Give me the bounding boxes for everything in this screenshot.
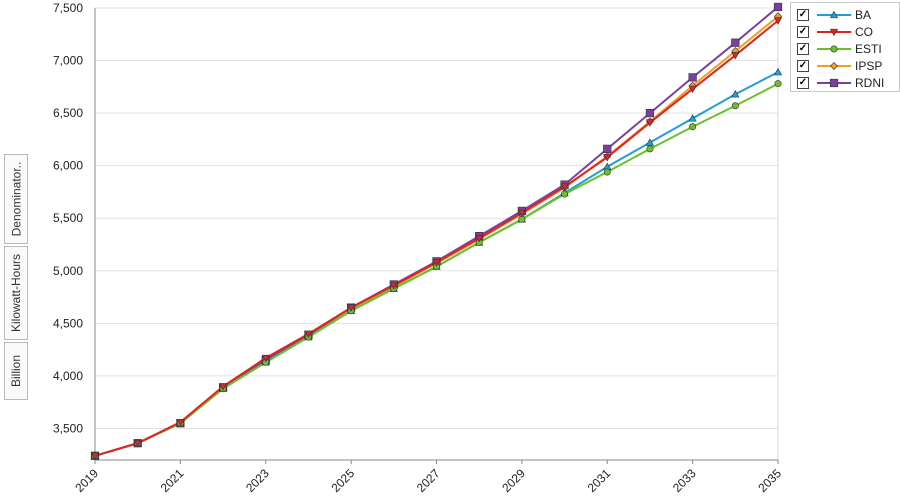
y-axis-label-denominator[interactable]: Denominator..: [4, 154, 28, 244]
data-point-co: [389, 282, 398, 290]
data-point-rdni: [731, 38, 740, 47]
data-point-co: [517, 209, 526, 218]
data-point-co: [218, 383, 228, 391]
legend-swatch: [817, 61, 851, 71]
data-point-esti: [646, 145, 654, 153]
data-point-ba: [688, 114, 697, 122]
legend-label: IPSP: [855, 59, 883, 73]
data-point-rdni: [773, 2, 783, 12]
y-tick-label: 4,000: [53, 369, 83, 383]
legend-label: CO: [855, 25, 873, 39]
data-point-co: [773, 17, 783, 25]
y-tick-label: 3,500: [53, 421, 83, 435]
y-axis-label-billion-text: Billion: [9, 354, 24, 388]
x-tick-label: 2027: [414, 466, 443, 495]
y-tick-label: 5,500: [53, 211, 83, 225]
legend-swatch: [817, 78, 851, 88]
data-point-co: [176, 418, 185, 427]
y-tick-label: 7,500: [53, 1, 83, 15]
y-tick-label: 6,500: [53, 106, 83, 120]
data-point-esti: [603, 168, 611, 176]
legend-swatch: [817, 28, 851, 37]
y-axis-label-kwh-text: Kilowatt-Hours: [9, 253, 23, 333]
data-point-co: [261, 354, 270, 363]
checkbox-checked-icon[interactable]: ✓: [797, 9, 809, 21]
legend-label: RDNI: [855, 76, 885, 90]
series-line-rdni: [94, 6, 779, 457]
data-point-rdni: [645, 109, 655, 118]
data-point-co: [645, 119, 655, 127]
chart-legend: ✓ BA ✓ CO ✓ ESTI ✓ IPSP ✓ RDNI: [790, 2, 900, 92]
y-tick-label: 7,000: [53, 54, 83, 68]
series-line-ipsp: [94, 15, 779, 457]
legend-swatch: [817, 10, 851, 19]
data-point-esti: [689, 123, 697, 131]
y-tick-label: 6,000: [53, 159, 83, 173]
y-tick-label: 5,000: [53, 264, 83, 278]
x-tick-label: 2025: [328, 466, 357, 495]
checkbox-checked-icon[interactable]: ✓: [797, 43, 809, 55]
plot-area: [94, 7, 779, 461]
checkbox-checked-icon[interactable]: ✓: [797, 60, 809, 72]
legend-item-ba[interactable]: ✓ BA: [791, 7, 899, 24]
legend-label: BA: [855, 8, 872, 22]
data-point-co: [475, 235, 484, 243]
y-tick-label: 4,500: [53, 316, 83, 330]
y-axis-label-kwh[interactable]: Kilowatt-Hours: [4, 246, 28, 340]
data-point-co: [603, 154, 612, 162]
series-line-co: [94, 19, 779, 457]
legend-swatch: [817, 45, 851, 53]
x-tick-label: 2029: [499, 466, 528, 495]
data-point-rdni: [688, 73, 697, 82]
data-point-co: [688, 85, 697, 94]
x-tick-label: 2035: [755, 466, 784, 495]
data-point-co: [731, 52, 740, 60]
x-tick-label: 2021: [158, 466, 187, 495]
data-point-ba: [773, 67, 783, 76]
data-point-co: [347, 304, 356, 312]
data-point-esti: [774, 80, 782, 88]
x-tick-label: 2023: [243, 466, 272, 495]
legend-item-rdni[interactable]: ✓ RDNI: [791, 75, 899, 92]
data-point-ba: [731, 89, 740, 98]
legend-item-ipsp[interactable]: ✓ IPSP: [791, 58, 899, 75]
x-tick-label: 2019: [72, 466, 101, 495]
checkbox-checked-icon[interactable]: ✓: [797, 77, 809, 89]
legend-item-co[interactable]: ✓ CO: [791, 24, 899, 41]
x-tick-label: 2031: [585, 466, 614, 495]
data-point-co: [90, 452, 100, 461]
data-point-co: [432, 259, 441, 267]
y-axis-label-denominator-text: Denominator..: [9, 161, 23, 237]
legend-item-esti[interactable]: ✓ ESTI: [791, 41, 899, 58]
checkbox-checked-icon[interactable]: ✓: [797, 26, 809, 38]
data-point-esti: [561, 190, 569, 198]
data-point-co: [133, 440, 142, 448]
y-axis-label-billion[interactable]: Billion: [4, 342, 28, 400]
data-point-rdni: [603, 144, 612, 153]
data-point-co: [304, 330, 313, 339]
data-point-esti: [731, 102, 739, 110]
x-tick-label: 2033: [670, 466, 699, 495]
legend-label: ESTI: [855, 42, 882, 56]
data-point-co: [560, 183, 569, 191]
